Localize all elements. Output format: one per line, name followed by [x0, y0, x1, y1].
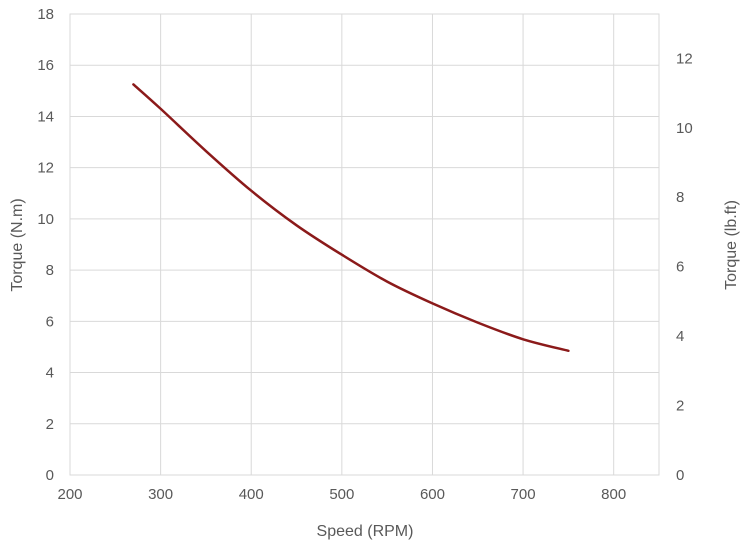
- y-tick-label: 18: [37, 6, 54, 23]
- label-layer: 200 300 400 500 600 700 800 0 2 4 6 8 10 12 14 16 18 0 2 4 6…: [37, 6, 692, 503]
- y-tick-label: 2: [46, 416, 54, 433]
- y-tick-label: 14: [37, 108, 54, 125]
- x-tick-label: 200: [57, 486, 82, 503]
- grid-layer: [69, 13, 660, 476]
- x-tick-label: 600: [420, 486, 445, 503]
- y-tick-label: 6: [46, 313, 54, 330]
- series-layer: [132, 83, 570, 353]
- y2-axis-title: Torque (lb.ft): [723, 200, 740, 290]
- y-tick-label: 4: [46, 365, 54, 382]
- y2-tick-label: 8: [676, 189, 684, 206]
- x-tick-label: 300: [148, 486, 173, 503]
- y2-tick-label: 0: [676, 467, 684, 484]
- y2-tick-label: 4: [676, 328, 684, 345]
- x-tick-label: 500: [329, 486, 354, 503]
- x-tick-label: 800: [601, 486, 626, 503]
- y2-tick-label: 12: [676, 50, 693, 67]
- y2-tick-label: 10: [676, 120, 693, 137]
- x-tick-label: 700: [511, 486, 536, 503]
- y-axis-title: Torque (N.m): [9, 198, 26, 291]
- x-axis-title: Speed (RPM): [317, 523, 414, 540]
- y-tick-label: 12: [37, 160, 54, 177]
- y-tick-label: 8: [46, 262, 54, 279]
- y-tick-label: 0: [46, 467, 54, 484]
- y2-tick-label: 2: [676, 398, 684, 415]
- plot-area-frame: [69, 13, 660, 476]
- x-tick-label: 400: [239, 486, 264, 503]
- torque-series-line: [132, 83, 570, 353]
- y-tick-label: 10: [37, 211, 54, 228]
- y2-tick-label: 6: [676, 259, 684, 276]
- y-tick-label: 16: [37, 57, 54, 74]
